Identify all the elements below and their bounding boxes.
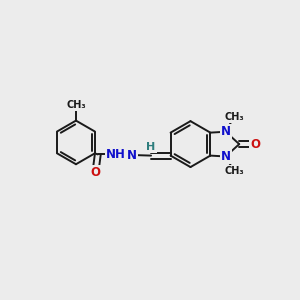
Text: H: H [146,142,156,152]
Text: O: O [90,166,100,179]
Text: NH: NH [106,148,126,161]
Text: N: N [127,148,137,161]
Text: CH₃: CH₃ [224,112,244,122]
Text: O: O [250,138,260,151]
Text: CH₃: CH₃ [224,166,244,176]
Text: N: N [221,125,231,138]
Text: CH₃: CH₃ [66,100,86,110]
Text: N: N [221,150,231,163]
